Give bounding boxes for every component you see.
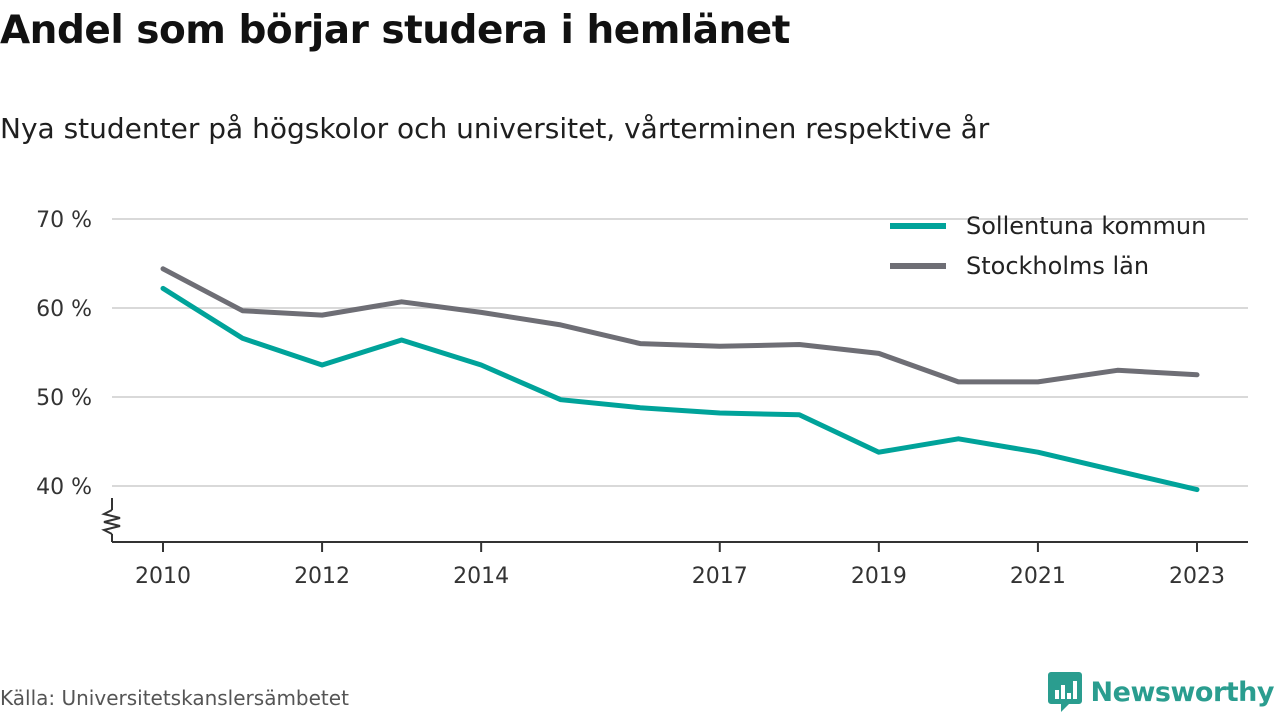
y-tick-label: 60 % bbox=[36, 297, 92, 322]
x-tick-label: 2012 bbox=[294, 564, 350, 589]
brand-logo: Newsworthy bbox=[1047, 670, 1275, 714]
source-note: Källa: Universitetskanslersämbetet bbox=[0, 686, 349, 710]
legend: Sollentuna kommun Stockholms län bbox=[890, 212, 1206, 280]
brand-name: Newsworthy bbox=[1090, 676, 1275, 708]
axes: 2010 2012 2014 2017 2019 2021 2023 bbox=[101, 498, 1248, 589]
y-tick-label: 50 % bbox=[36, 386, 92, 411]
y-tick-label: 70 % bbox=[36, 208, 92, 233]
chart-title: Andel som börjar studera i hemlänet bbox=[0, 8, 790, 53]
chart-subtitle: Nya studenter på högskolor och universit… bbox=[0, 112, 990, 145]
bar-chart-speech-bubble-icon bbox=[1047, 672, 1082, 712]
line-chart: 40 % 50 % 60 % 70 % 2010 2012 2014 2017 2019 202… bbox=[36, 208, 1248, 589]
legend-label: Sollentuna kommun bbox=[966, 212, 1206, 240]
x-tick-label: 2023 bbox=[1169, 564, 1225, 589]
x-tick-label: 2021 bbox=[1010, 564, 1066, 589]
gridlines: 40 % 50 % 60 % 70 % bbox=[36, 208, 1248, 500]
x-tick-label: 2010 bbox=[135, 564, 191, 589]
x-tick-label: 2019 bbox=[851, 564, 907, 589]
legend-label: Stockholms län bbox=[966, 252, 1149, 280]
series-lines bbox=[160, 266, 1200, 493]
x-tick-label: 2017 bbox=[692, 564, 748, 589]
y-tick-label: 40 % bbox=[36, 475, 92, 500]
x-tick-label: 2014 bbox=[453, 564, 509, 589]
series-line-sollentuna bbox=[160, 285, 1200, 493]
series-line-stockholm bbox=[160, 266, 1200, 385]
axis-break-icon bbox=[101, 509, 121, 535]
